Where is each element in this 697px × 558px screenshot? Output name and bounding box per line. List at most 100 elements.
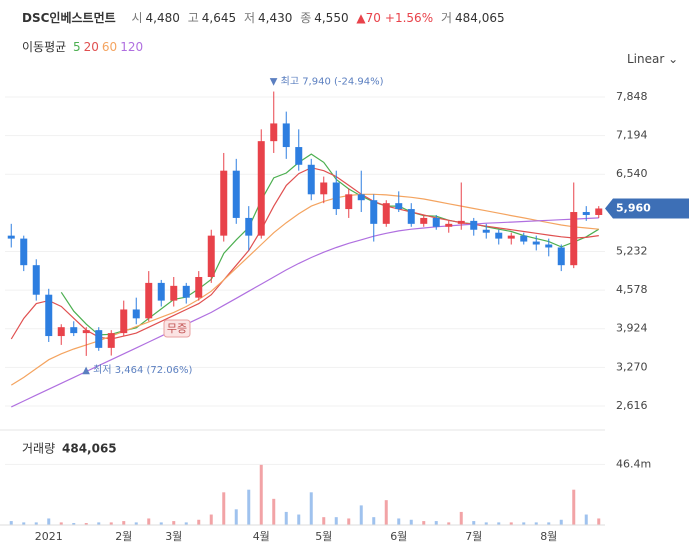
candle-body <box>157 282 165 301</box>
candle-body <box>370 200 378 224</box>
volume-bar <box>584 514 588 525</box>
candle-body <box>232 170 240 218</box>
volume-bar <box>484 522 488 525</box>
volume-bar <box>284 511 288 525</box>
volume-bar <box>322 517 326 525</box>
quote-key: 시 <box>131 11 143 25</box>
y-tick-label: 3,270 <box>616 360 648 373</box>
header: DSC인베스트먼트 시 4,480 고 4,645 저 4,430 종 4,550 ▲7… <box>22 9 505 26</box>
volume-title-value: 484,065 <box>62 442 117 456</box>
candle-body <box>7 235 15 239</box>
candle-body <box>182 285 190 298</box>
y-tick-label: 3,924 <box>616 322 648 335</box>
high-annotation: ▼ 최고 7,940 (-24.94%) <box>270 76 384 88</box>
y-tick-label: 2,616 <box>616 399 648 412</box>
volume-bar <box>572 489 576 525</box>
candle-body <box>395 203 403 210</box>
candle-body <box>445 223 453 227</box>
volume-bar <box>147 518 151 525</box>
x-tick-label: 7월 <box>465 530 482 543</box>
candle-body <box>357 194 365 201</box>
change: ▲70 <box>356 11 381 25</box>
candle-body <box>170 285 178 301</box>
volume-bar <box>534 522 538 525</box>
change-pct: +1.56% <box>384 11 434 25</box>
x-tick-label: 4월 <box>253 530 270 543</box>
candle-body <box>432 217 440 227</box>
candle-body <box>545 244 553 248</box>
candle-body <box>32 265 40 295</box>
legend-entry: 120 <box>120 40 144 54</box>
candle-body <box>307 164 315 195</box>
y-tick-label: 5,232 <box>616 244 648 257</box>
candle-body <box>507 235 515 239</box>
volume-bar <box>384 500 388 525</box>
volume-bar <box>47 518 51 525</box>
quote-value: 4,550 <box>314 11 349 25</box>
legend-entry: 20 <box>83 40 99 54</box>
candle-body <box>320 182 328 195</box>
volume-bar <box>472 521 476 525</box>
x-tick-label: 6월 <box>390 530 407 543</box>
x-tick-label: 5월 <box>315 530 332 543</box>
ma-line <box>10 167 599 340</box>
candle-body <box>145 282 153 319</box>
quote-key: 거 <box>440 11 452 25</box>
quote-key: 저 <box>243 11 255 25</box>
volume-bar <box>34 522 38 525</box>
y-tick-label: 7,848 <box>616 90 648 103</box>
candle-body <box>520 235 528 242</box>
y-tick-label: 46.4m <box>616 457 651 470</box>
candle-body <box>407 209 415 224</box>
volume-bar <box>547 522 551 525</box>
x-tick-label: 3월 <box>165 530 182 543</box>
volume-bar <box>184 522 188 525</box>
candle-body <box>270 123 278 142</box>
candle-body <box>132 309 140 319</box>
candle-body <box>220 170 228 236</box>
volume-bar <box>459 511 463 525</box>
candle-body <box>457 220 465 224</box>
quote-value: 484,065 <box>454 11 505 25</box>
volume-bar <box>59 522 63 525</box>
volume-bar <box>222 492 226 525</box>
legend-entry: 60 <box>101 40 118 54</box>
scale-menu-label[interactable]: Linear <box>627 52 665 66</box>
quote-value: 4,480 <box>145 11 180 25</box>
current-price-label: 5,960 <box>616 201 651 214</box>
quote-value: 4,430 <box>258 11 293 25</box>
ma-legend: 이동평균 5 20 60 120 <box>22 38 146 55</box>
volume-bar <box>409 519 413 525</box>
volume-title: 거래량 <box>22 442 55 456</box>
volume-bar <box>422 521 426 525</box>
candle-body <box>332 182 340 210</box>
volume-bar <box>334 517 338 525</box>
volume-bar <box>347 518 351 525</box>
candle-body <box>57 327 65 337</box>
legend-title: 이동평균 <box>22 40 67 54</box>
volume-bar <box>359 505 363 525</box>
low-annotation: ▲ 최저 3,464 (72.06%) <box>82 364 192 376</box>
candle-body <box>195 276 203 298</box>
candle-body <box>257 141 265 236</box>
y-tick-label: 4,578 <box>616 283 648 296</box>
legend-entry: 5 <box>73 40 81 54</box>
volume-bar <box>559 519 563 525</box>
volume-bar <box>447 522 451 525</box>
volume-bar <box>372 517 376 525</box>
ma-line <box>11 217 599 408</box>
x-tick-label: 2021 <box>35 530 63 543</box>
volume-bar <box>22 522 26 525</box>
y-tick-label: 7,194 <box>616 129 648 142</box>
quote-key: 종 <box>300 11 312 25</box>
candle-body <box>120 309 128 334</box>
x-tick-label: 2월 <box>115 530 132 543</box>
scale-menu[interactable]: Linear ⌄ <box>627 52 679 66</box>
volume-bar <box>122 521 126 525</box>
quote-value: 4,645 <box>201 11 237 25</box>
candle-body <box>420 217 428 224</box>
volume-bar <box>134 522 138 525</box>
candle-body <box>482 229 490 233</box>
